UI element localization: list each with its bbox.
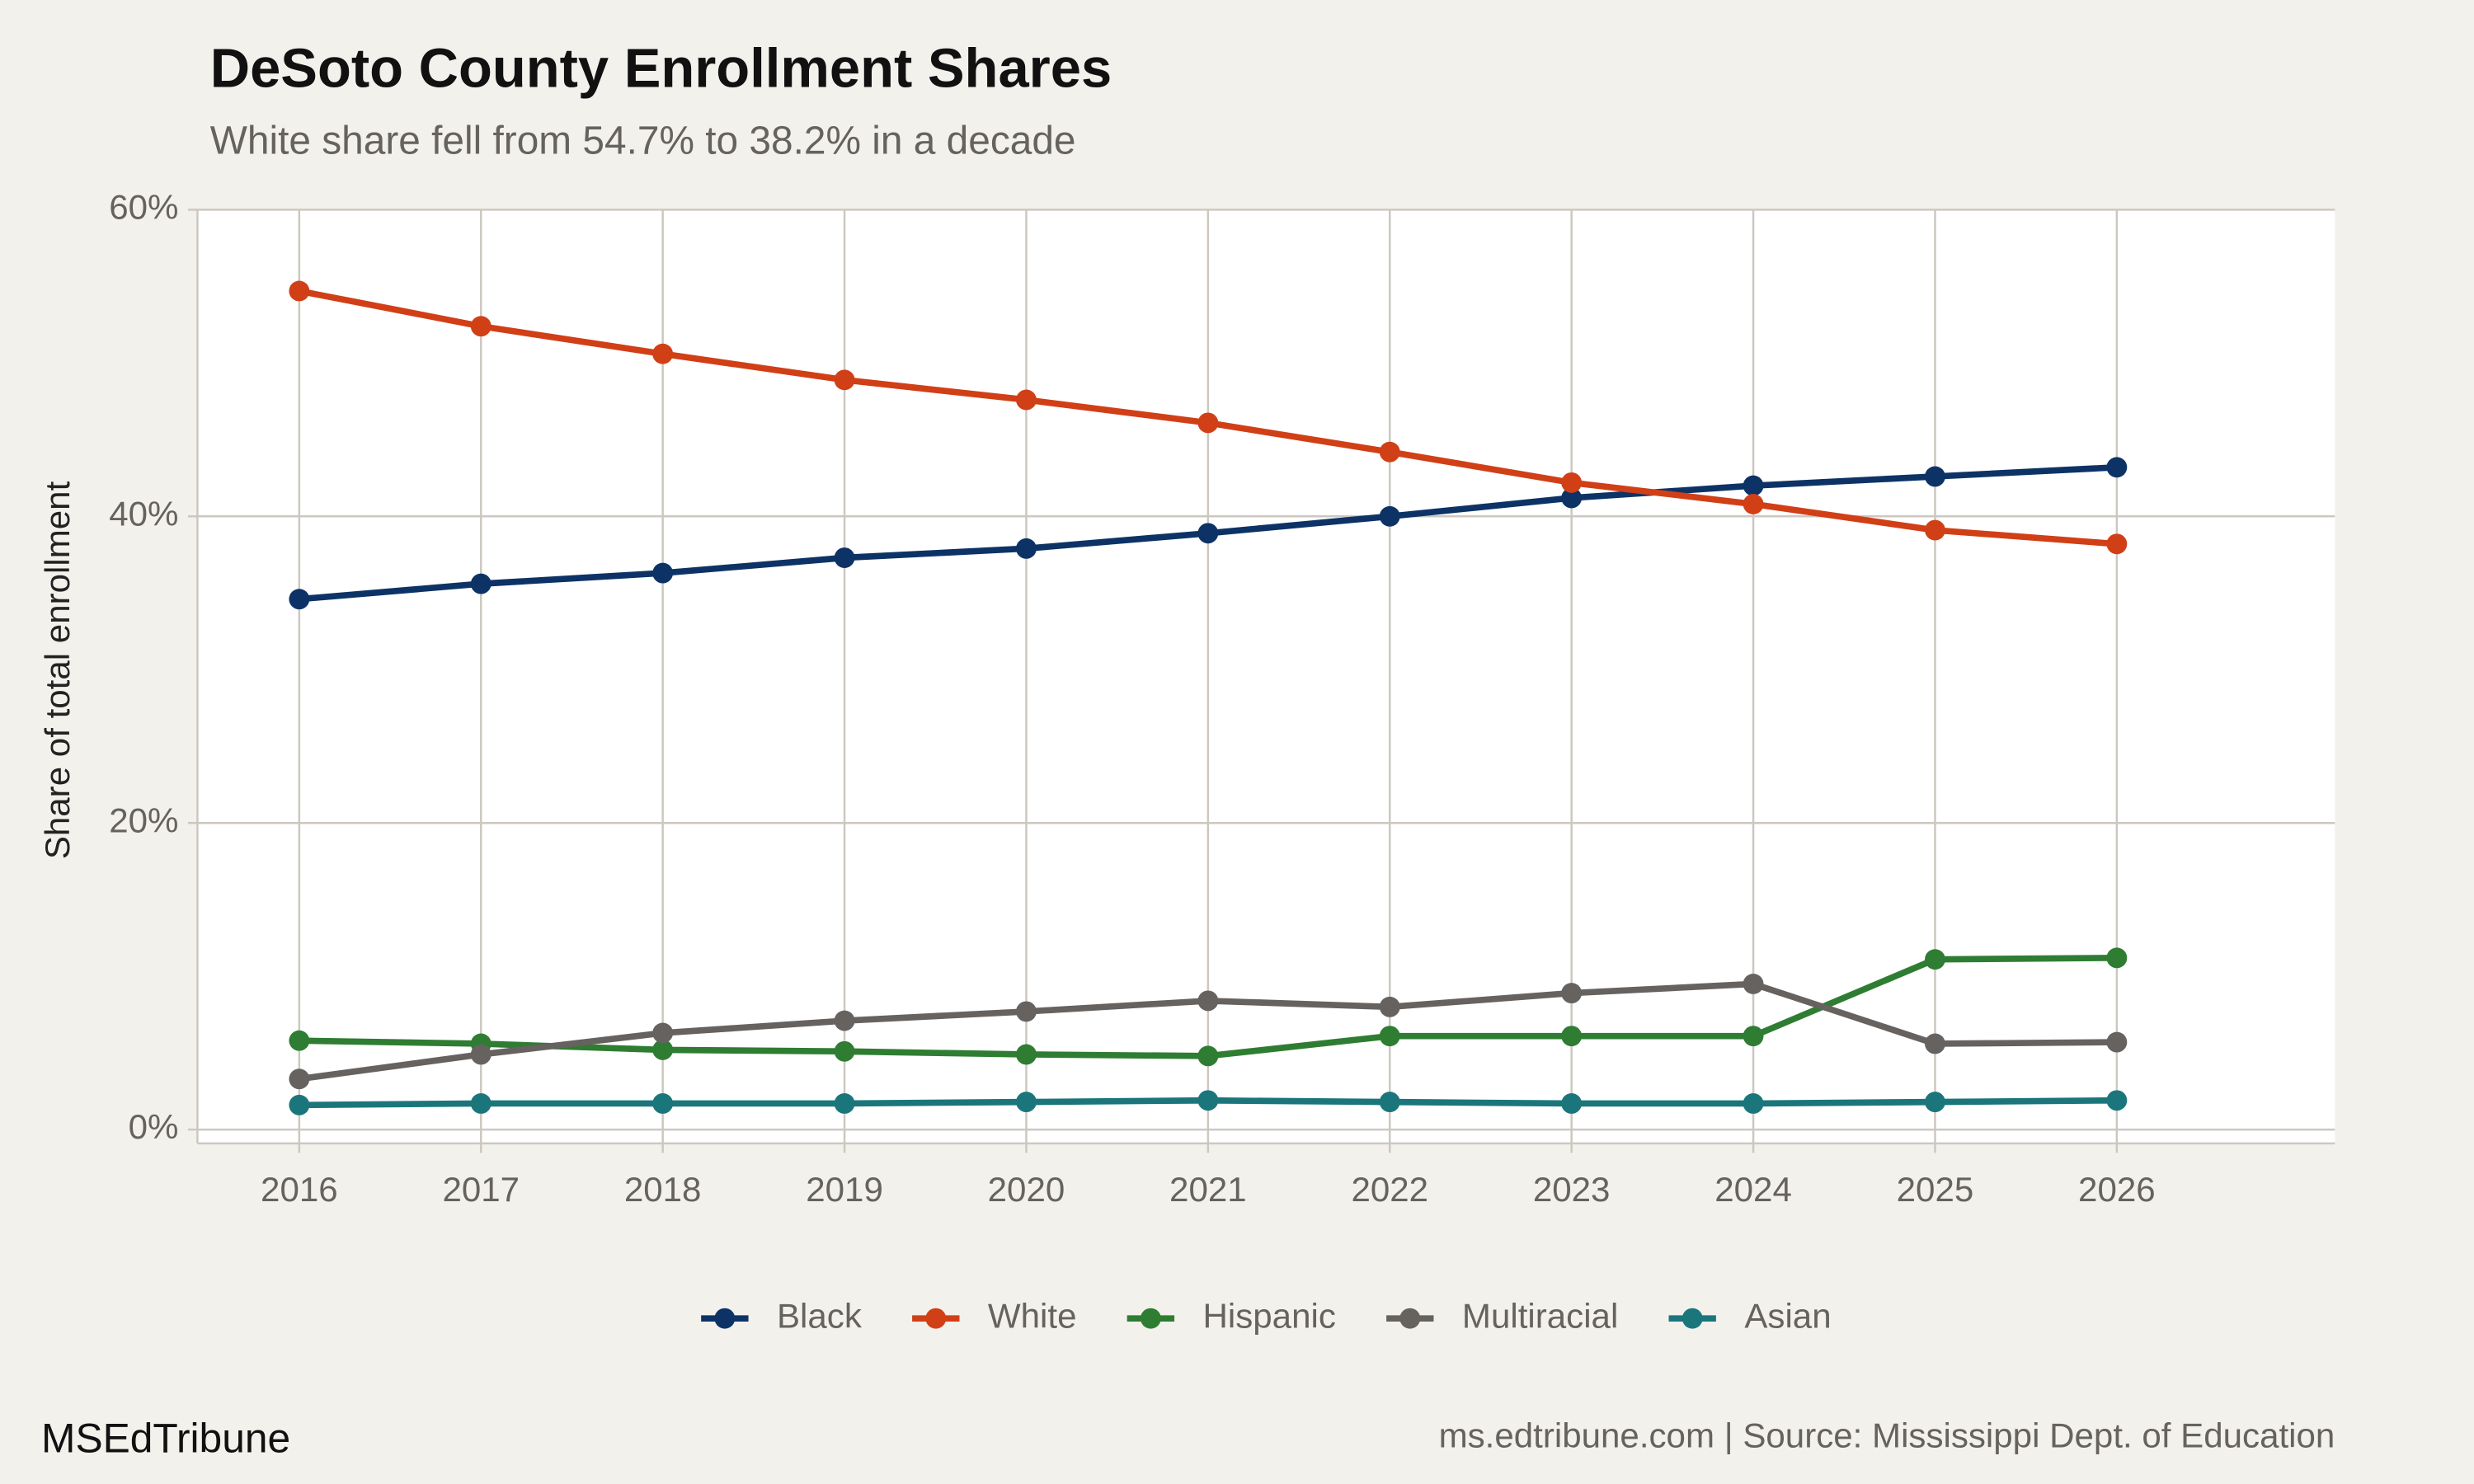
data-point (1379, 996, 1400, 1017)
data-point (1379, 441, 1400, 463)
data-point (1925, 1092, 1945, 1113)
y-axis-label: Share of total enrollment (38, 481, 77, 859)
x-tick-label: 2019 (806, 1170, 883, 1209)
data-point (1925, 1033, 1945, 1054)
brand: MSEdTribune (41, 1415, 290, 1461)
legend: Black White Hispanic Multiracial Asian (701, 1296, 1832, 1335)
x-tick-label: 2023 (1533, 1170, 1611, 1209)
data-point (1197, 412, 1219, 434)
x-tick-label: 2022 (1351, 1170, 1428, 1209)
data-point (1743, 974, 1764, 994)
data-point (1743, 1026, 1764, 1047)
data-point (1561, 1026, 1583, 1047)
x-tick-label: 2025 (1897, 1170, 1974, 1209)
x-tick-label: 2018 (624, 1170, 702, 1209)
data-point (652, 343, 674, 364)
legend-label: Multiracial (1462, 1296, 1618, 1335)
data-point (470, 1093, 492, 1114)
legend-key-dot (1140, 1308, 1161, 1329)
data-point (2106, 457, 2128, 478)
data-point (470, 1044, 492, 1065)
legend-item: Multiracial (1386, 1296, 1618, 1335)
data-point (1016, 538, 1037, 559)
data-point (834, 1040, 855, 1062)
data-point (1016, 1001, 1037, 1022)
chart-subtitle: White share fell from 54.7% to 38.2% in … (210, 120, 1076, 163)
legend-key-dot (714, 1308, 736, 1329)
y-tick-label: 60% (109, 188, 178, 227)
y-tick-label: 0% (129, 1107, 179, 1146)
data-point (1561, 472, 1583, 493)
caption: ms.edtribune.com | Source: Mississippi D… (1439, 1416, 2335, 1455)
x-tick-label: 2020 (988, 1170, 1065, 1209)
data-point (652, 1093, 674, 1114)
data-point (1561, 983, 1583, 1004)
x-tick-label: 2026 (2078, 1170, 2156, 1209)
data-point (289, 1068, 310, 1090)
x-tick-label: 2016 (261, 1170, 338, 1209)
x-tick-label: 2024 (1714, 1170, 1792, 1209)
legend-item: White (912, 1296, 1076, 1335)
data-point (1197, 523, 1219, 544)
grid: 0% 20% 40% 60% 2016 2017 2018 2019 2020 2021 2022 2… (109, 188, 2335, 1209)
legend-item: Asian (1668, 1296, 1832, 1335)
data-point (652, 1039, 674, 1060)
y-tick-label: 20% (109, 801, 178, 839)
data-point (1743, 475, 1764, 496)
data-point (1197, 1045, 1219, 1067)
legend-label: White (988, 1296, 1077, 1335)
data-point (1925, 466, 1945, 487)
data-point (1743, 1093, 1764, 1114)
data-point (289, 1094, 310, 1115)
data-point (289, 589, 310, 610)
data-point (289, 1030, 310, 1051)
data-point (1925, 949, 1945, 970)
chart-title: DeSoto County Enrollment Shares (210, 38, 1112, 100)
legend-key-dot (1681, 1308, 1703, 1329)
legend-label: Asian (1744, 1296, 1831, 1335)
legend-item: Black (701, 1296, 863, 1335)
data-point (1561, 487, 1583, 509)
data-point (652, 562, 674, 584)
data-point (470, 316, 492, 337)
data-point (834, 547, 855, 568)
legend-item: Hispanic (1126, 1296, 1336, 1335)
legend-key-dot (925, 1308, 947, 1329)
data-point (1016, 389, 1037, 411)
data-point (2106, 1090, 2128, 1111)
x-tick-label: 2017 (442, 1170, 520, 1209)
data-point (1561, 1093, 1583, 1114)
legend-label: Black (777, 1296, 863, 1335)
y-tick-label: 40% (109, 494, 178, 533)
data-point (1197, 990, 1219, 1012)
data-point (1379, 1092, 1400, 1113)
plot-panel (197, 209, 2335, 1144)
data-point (2106, 533, 2128, 555)
data-point (2106, 1031, 2128, 1053)
series (289, 280, 2128, 1115)
legend-key-dot (1399, 1308, 1421, 1329)
data-point (834, 1010, 855, 1031)
data-point (470, 573, 492, 594)
data-point (1379, 1026, 1400, 1047)
data-point (1197, 1090, 1219, 1111)
data-point (2106, 947, 2128, 969)
data-point (1743, 493, 1764, 514)
data-point (834, 369, 855, 391)
data-point (1016, 1044, 1037, 1065)
data-point (289, 280, 310, 302)
data-point (1925, 519, 1945, 541)
data-point (834, 1093, 855, 1114)
data-point (1379, 505, 1400, 527)
data-point (652, 1022, 674, 1044)
x-tick-label: 2021 (1169, 1170, 1247, 1209)
legend-label: Hispanic (1203, 1296, 1336, 1335)
data-point (1016, 1092, 1037, 1113)
